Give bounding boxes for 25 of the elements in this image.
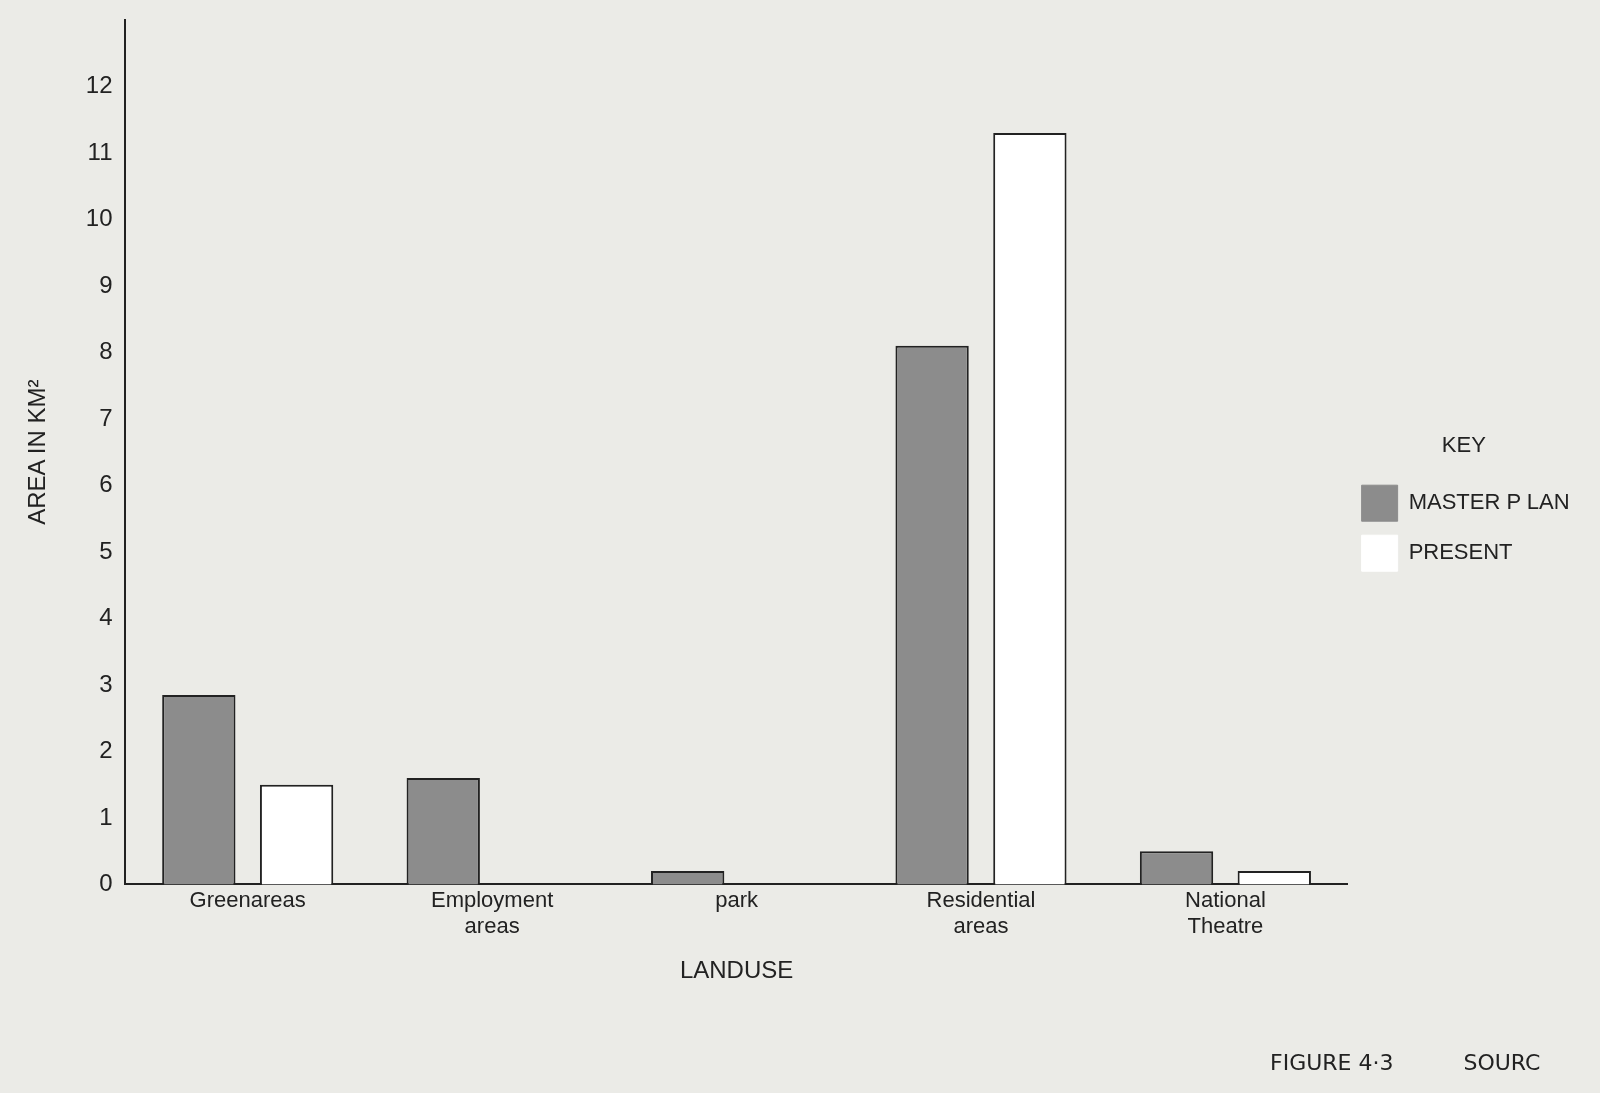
y-tick-label: 12: [85, 71, 113, 99]
y-tick-label: 7: [99, 403, 113, 431]
y-tick-label: 0: [99, 869, 113, 897]
x-tick-label: Greenareas: [189, 886, 306, 912]
legend-label: MASTER P LAN: [1408, 489, 1570, 515]
x-tick-label: National Theatre: [1185, 886, 1266, 939]
legend-title: KEY: [1441, 431, 1487, 457]
y-tick-label: 4: [99, 603, 113, 631]
y-tick-label: 5: [99, 536, 113, 564]
y-tick-label: 9: [99, 270, 113, 298]
y-tick-label: 10: [85, 204, 113, 232]
y-tick-label: 3: [99, 669, 113, 697]
legend-label: PRESENT: [1408, 539, 1513, 565]
y-tick-label: 1: [99, 802, 113, 830]
x-axis-title: LANDUSE: [679, 956, 794, 984]
text: SOURC: [1463, 1050, 1541, 1075]
x-tick-label: park: [715, 886, 759, 912]
y-tick-label: 6: [99, 470, 113, 498]
y-tick-label: 11: [87, 137, 113, 165]
y-tick-label: 2: [99, 736, 113, 764]
caption: FIGURE 4·3: [1270, 1050, 1394, 1075]
y-axis-title: AREA IN KM²: [23, 379, 51, 525]
x-tick-label: Employment areas: [431, 886, 554, 939]
x-tick-label: Residential areas: [926, 886, 1036, 939]
y-tick-label: 8: [99, 337, 113, 365]
